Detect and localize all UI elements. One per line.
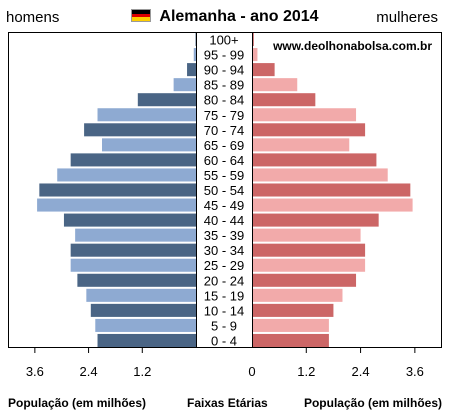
female-bar-7: [252, 138, 350, 152]
flag-stripe-red: [132, 13, 151, 18]
plot-frame: [8, 32, 442, 348]
age-group-label-18: 10 - 14: [204, 303, 244, 318]
female-bar-11: [252, 198, 413, 212]
male-bar-8: [70, 153, 196, 167]
male-bar-17: [86, 288, 196, 302]
female-bar-14: [252, 243, 366, 257]
male-bar-4: [137, 93, 196, 107]
age-group-label-16: 20 - 24: [204, 273, 244, 288]
chart-title: Alemanha - ano 2014: [159, 8, 319, 25]
age-group-label-15: 25 - 29: [204, 258, 244, 273]
female-bar-16: [252, 273, 357, 287]
female-bar-17: [252, 288, 343, 302]
male-bar-7: [102, 138, 196, 152]
right-axis-label: População (em milhões): [303, 396, 442, 410]
female-bar-2: [252, 63, 275, 77]
male-bar-9: [57, 168, 196, 182]
female-bar-9: [252, 168, 388, 182]
age-group-label-17: 15 - 19: [204, 288, 244, 303]
males-label: homens: [6, 9, 60, 26]
male-bar-11: [37, 198, 196, 212]
flag-stripe-black: [132, 10, 151, 14]
chart-header: Alemanha - ano 2014: [0, 8, 450, 26]
male-bar-13: [75, 228, 196, 242]
female-bar-20: [252, 333, 329, 347]
female-bar-3: [252, 78, 298, 92]
female-bar-18: [252, 303, 334, 317]
age-group-label-9: 55 - 59: [204, 168, 244, 183]
age-group-label-19: 5 - 9: [211, 318, 237, 333]
right-tick-label-1: 2.4: [352, 364, 370, 379]
male-bar-20: [97, 333, 196, 347]
female-bar-12: [252, 213, 379, 227]
left-tick-label-0: 3.6: [26, 364, 44, 379]
left-tick-label-2: 1.2: [133, 364, 151, 379]
female-bar-6: [252, 123, 366, 137]
female-bar-19: [252, 318, 329, 332]
male-bar-5: [97, 108, 196, 122]
right-tick-label-2: 3.6: [406, 364, 424, 379]
age-group-label-3: 85 - 89: [204, 78, 244, 93]
age-group-label-13: 35 - 39: [204, 228, 244, 243]
age-group-label-10: 50 - 54: [204, 183, 244, 198]
age-group-label-20: 0 - 4: [211, 333, 237, 348]
male-bar-3: [173, 78, 196, 92]
zero-tick-label: 0: [248, 364, 255, 379]
age-group-label-0: 100+: [209, 33, 238, 48]
male-bar-2: [187, 63, 196, 77]
age-group-label-2: 90 - 94: [204, 63, 244, 78]
male-bar-14: [70, 243, 196, 257]
germany-flag-icon: [131, 9, 152, 22]
female-bar-10: [252, 183, 411, 197]
right-tick-label-0: 1.2: [297, 364, 315, 379]
male-bar-1: [193, 48, 196, 62]
age-group-label-11: 45 - 49: [204, 198, 244, 213]
age-group-label-6: 70 - 74: [204, 123, 244, 138]
female-bar-1: [252, 48, 258, 62]
female-bar-13: [252, 228, 361, 242]
male-bar-12: [63, 213, 197, 227]
females-label: mulheres: [376, 9, 438, 26]
age-group-label-8: 60 - 64: [204, 153, 244, 168]
left-tick-label-1: 2.4: [80, 364, 98, 379]
male-bar-10: [39, 183, 197, 197]
watermark-text: www.deolhonabolsa.com.br: [272, 39, 432, 53]
age-group-label-7: 65 - 69: [204, 138, 244, 153]
female-bar-15: [252, 258, 366, 272]
age-group-label-14: 30 - 34: [204, 243, 244, 258]
female-bar-4: [252, 93, 316, 107]
flag-stripe-gold: [132, 17, 151, 21]
age-group-label-4: 80 - 84: [204, 93, 244, 108]
male-bar-15: [70, 258, 196, 272]
age-group-label-1: 95 - 99: [204, 48, 244, 63]
female-bar-5: [252, 108, 357, 122]
left-axis-label: População (em milhões): [8, 396, 147, 410]
male-bar-18: [90, 303, 196, 317]
age-groups-label: Faixas Etárias: [187, 396, 268, 410]
female-bar-8: [252, 153, 377, 167]
male-bar-16: [77, 273, 196, 287]
male-bar-6: [84, 123, 196, 137]
age-group-label-12: 40 - 44: [204, 213, 244, 228]
age-group-label-5: 75 - 79: [204, 108, 244, 123]
male-bar-19: [95, 318, 196, 332]
